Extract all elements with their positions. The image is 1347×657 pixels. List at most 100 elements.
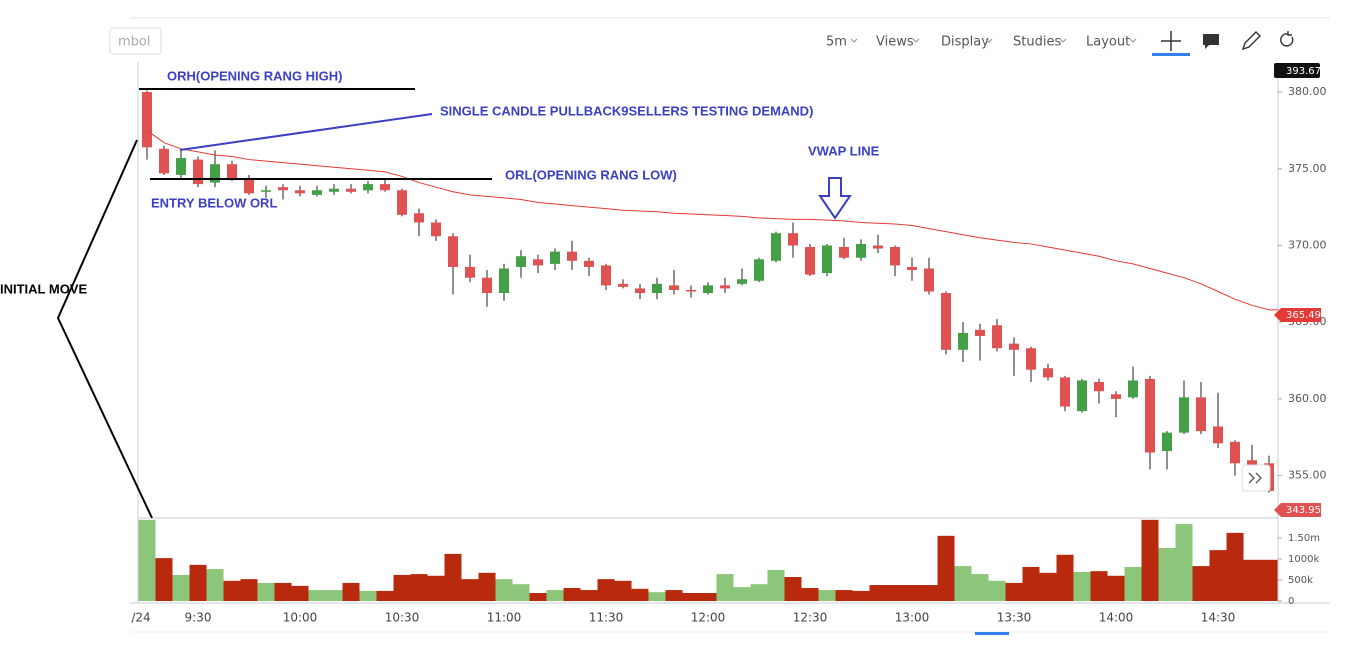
candle-body — [873, 245, 883, 249]
candle-body — [754, 259, 764, 281]
price-label: 343.95 — [1286, 505, 1321, 516]
candle-body — [1179, 397, 1189, 433]
candle-body — [210, 164, 220, 183]
candle-body — [516, 256, 526, 267]
volume-bar — [784, 577, 802, 601]
annotation: ORH(OPENING RANG HIGH) — [167, 68, 343, 83]
studies-button[interactable]: Studies — [1013, 35, 1061, 50]
candle-body — [142, 92, 152, 148]
candle-body — [856, 243, 866, 258]
display-button[interactable]: Display — [941, 35, 989, 50]
views-button[interactable]: Views — [876, 35, 914, 50]
candle-body — [669, 285, 679, 290]
volume-bar — [512, 584, 530, 601]
price-label-box — [1274, 308, 1321, 322]
scroll-right-button[interactable] — [1241, 464, 1271, 492]
volume-tick-label: 1.50m — [1288, 533, 1320, 544]
candle-body — [1111, 394, 1121, 399]
volume-bar — [665, 590, 683, 601]
candle-body — [227, 164, 237, 178]
x-tick-label: 11:30 — [589, 611, 624, 625]
volume-bar — [461, 579, 479, 601]
volume-bar — [716, 574, 734, 601]
candle-body — [601, 265, 611, 286]
annotation: ENTRY BELOW ORL — [151, 195, 277, 210]
volume-bar — [631, 588, 649, 601]
volume-tick-label: 0 — [1288, 596, 1294, 607]
x-tick-label: 11:00 — [487, 611, 522, 625]
volume-bar — [563, 587, 581, 601]
candle-body — [652, 283, 662, 294]
volume-bar — [682, 593, 700, 601]
candle-body — [720, 285, 730, 289]
volume-bar — [1073, 571, 1091, 601]
volume-bar — [869, 585, 887, 601]
volume-tick-label: 1000k — [1288, 554, 1319, 565]
volume-bar — [393, 574, 411, 601]
symbol-box[interactable] — [109, 27, 162, 55]
x-tick-label: 13:30 — [997, 611, 1032, 625]
draw-button[interactable] — [1241, 31, 1261, 51]
volume-bar — [971, 574, 989, 601]
volume-bar — [1260, 559, 1278, 601]
volume-bar — [291, 585, 309, 601]
candle-body — [1026, 348, 1036, 370]
volume-bar — [274, 582, 292, 601]
candle-body — [686, 289, 696, 292]
volume-bar — [1158, 548, 1176, 601]
candle-body — [1196, 397, 1206, 432]
volume-bar — [1209, 550, 1227, 601]
candle-body — [380, 184, 390, 191]
candle-body — [1213, 426, 1223, 444]
candle-body — [1247, 460, 1257, 467]
volume-bar — [240, 579, 258, 601]
candle-body — [635, 288, 645, 294]
symbol-input[interactable]: mbol — [118, 35, 150, 50]
candle-body — [329, 188, 339, 192]
volume-bar — [835, 590, 853, 601]
candle-body — [431, 222, 441, 237]
volume-bar — [1226, 532, 1244, 601]
candle-body — [1230, 441, 1240, 464]
price-label-box — [1274, 63, 1320, 78]
candle-body — [244, 177, 254, 194]
volume-bar — [1243, 559, 1261, 601]
candle-body — [1043, 368, 1053, 378]
candle-body — [261, 190, 271, 192]
candle-body — [618, 283, 628, 287]
candle-body — [771, 233, 781, 261]
candle-body — [737, 279, 747, 284]
volume-bar — [699, 593, 717, 601]
scroll-icon — [1248, 472, 1262, 484]
volume-bar — [189, 564, 207, 601]
candle-body — [448, 236, 458, 267]
interval-button[interactable]: 5m — [826, 35, 847, 50]
volume-bar — [376, 590, 394, 601]
candle-body — [1060, 377, 1070, 407]
volume-bar — [529, 593, 547, 601]
candle-body — [482, 277, 492, 294]
layout-button[interactable]: Layout — [1086, 35, 1130, 50]
candle-body — [822, 245, 832, 274]
annotation: ORL(OPENING RANG LOW) — [505, 167, 677, 182]
candle-body — [1077, 380, 1087, 412]
reset-button[interactable] — [1280, 31, 1294, 47]
annotation: VWAP LINE — [808, 143, 880, 158]
candle-body — [465, 266, 475, 278]
comment-button[interactable] — [1203, 34, 1219, 49]
candle-body — [295, 190, 305, 194]
volume-bar — [733, 587, 751, 601]
volume-bar — [614, 580, 632, 601]
candle-body — [414, 213, 424, 223]
volume-bar — [342, 582, 360, 601]
candle-body — [958, 332, 968, 350]
x-tick-label: 10:00 — [283, 611, 318, 625]
candle-body — [1162, 432, 1172, 452]
price-label-box — [1274, 503, 1321, 517]
crosshair-button[interactable] — [1161, 31, 1181, 51]
x-tick-label: 14:00 — [1099, 611, 1134, 625]
candle-body — [346, 188, 356, 192]
volume-bar — [580, 590, 598, 601]
candle-body — [499, 268, 509, 294]
volume-bar — [495, 579, 513, 601]
